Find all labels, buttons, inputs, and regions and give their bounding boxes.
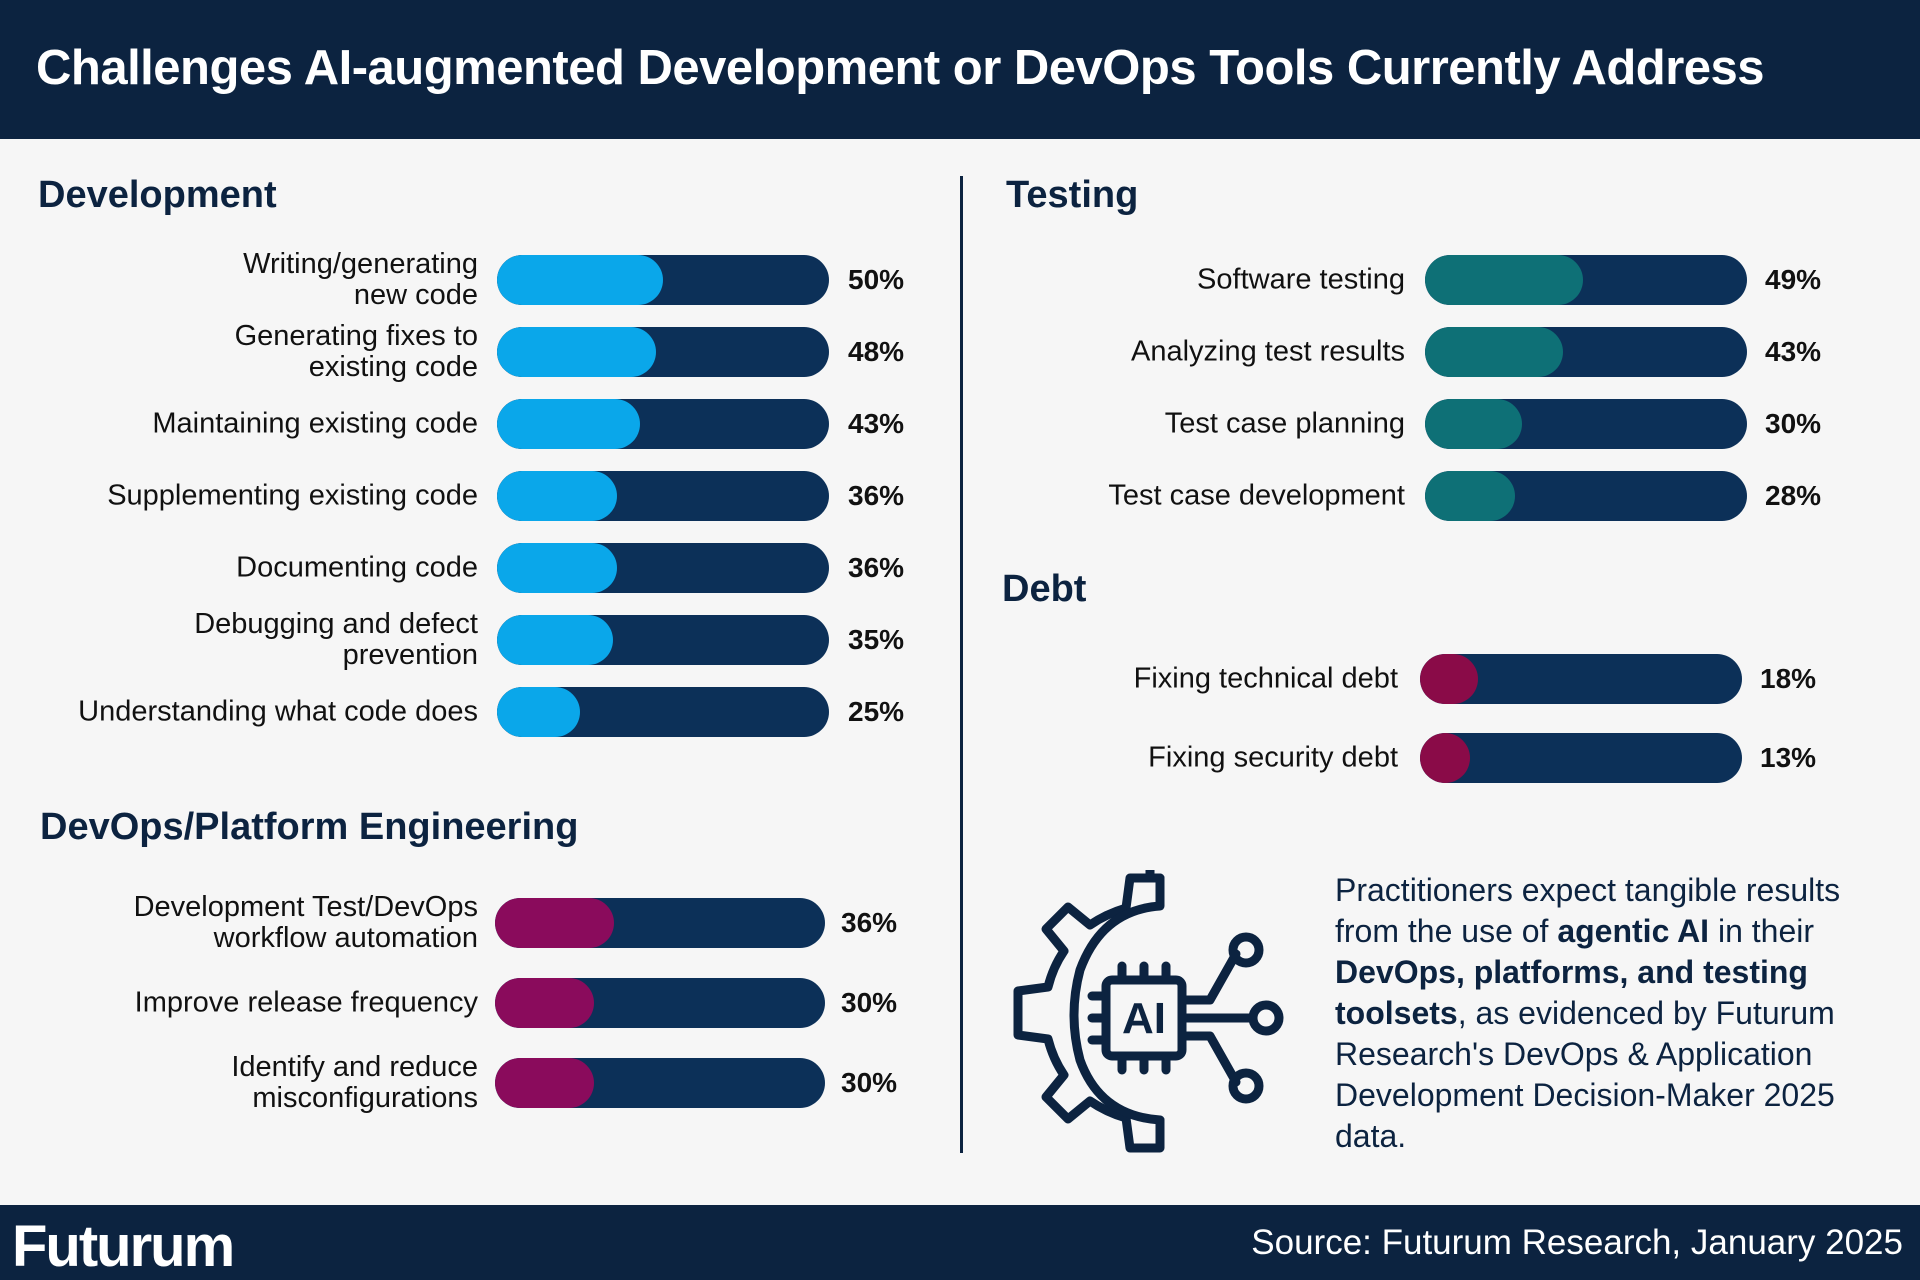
testing-bar bbox=[1425, 255, 1583, 305]
debt-category-label: Fixing security debt bbox=[1148, 741, 1398, 774]
development-category-label: Documenting code bbox=[236, 551, 478, 584]
devops-value-label: 30% bbox=[841, 1067, 898, 1098]
devops-category-label: Identify and reduce misconfigurations bbox=[231, 1051, 478, 1114]
development-bar-track bbox=[497, 399, 829, 449]
development-bar-track bbox=[497, 687, 829, 737]
column-divider bbox=[960, 176, 963, 1153]
development-bar bbox=[497, 471, 617, 521]
testing-value-label: 43% bbox=[1765, 336, 1822, 367]
development-value-label: 25% bbox=[848, 696, 905, 727]
source-note: Source: Futurum Research, January 2025 bbox=[1251, 1223, 1903, 1262]
testing-bar-track bbox=[1425, 255, 1747, 305]
development-bar-track bbox=[497, 471, 829, 521]
devops-row: Identify and reduce misconfigurations 30% bbox=[0, 1052, 1920, 1114]
section-title-testing: Testing bbox=[1006, 174, 1139, 216]
development-value-label: 36% bbox=[848, 480, 905, 511]
testing-bar-track bbox=[1425, 327, 1747, 377]
development-category-label: Generating fixes to existing code bbox=[234, 320, 478, 383]
development-value-label: 43% bbox=[848, 408, 905, 439]
testing-category-label: Test case planning bbox=[1164, 407, 1405, 440]
debt-row: Fixing technical debt 18% bbox=[0, 654, 1920, 704]
callout-part-3: , as evidenced by Futurum Research's Dev… bbox=[1335, 995, 1835, 1154]
development-bar-track bbox=[497, 327, 829, 377]
debt-bar-track bbox=[1420, 654, 1742, 704]
testing-value-label: 28% bbox=[1765, 480, 1822, 511]
development-bar bbox=[497, 327, 657, 377]
development-bar bbox=[497, 687, 580, 737]
testing-bar-track bbox=[1425, 471, 1747, 521]
testing-value-label: 30% bbox=[1765, 408, 1822, 439]
callout-part-1: Practitioners expect tangible results fr… bbox=[1335, 872, 1841, 949]
callout-part-2: in their bbox=[1709, 913, 1814, 949]
testing-row: Test case planning 30% bbox=[0, 399, 1920, 449]
devops-category-label: Development Test/DevOps workflow automati… bbox=[133, 891, 478, 954]
devops-bar-track bbox=[495, 978, 825, 1028]
development-category-label: Understanding what code does bbox=[78, 695, 478, 728]
development-value-label: 48% bbox=[848, 336, 905, 367]
development-category-label: Supplementing existing code bbox=[107, 479, 478, 512]
callout-bold-2: DevOps, platforms, and testing toolsets bbox=[1335, 954, 1808, 1031]
development-bar bbox=[497, 399, 640, 449]
futurum-logo: Futurum bbox=[12, 1214, 235, 1279]
development-bar-track bbox=[497, 255, 829, 305]
development-bar-track bbox=[497, 543, 829, 593]
devops-row: Development Test/DevOps workflow automati… bbox=[0, 892, 1920, 954]
development-value-label: 50% bbox=[848, 264, 905, 295]
development-bar bbox=[497, 615, 614, 665]
devops-row: Improve release frequency 30% bbox=[0, 978, 1920, 1028]
testing-row: Analyzing test results 43% bbox=[0, 327, 1920, 377]
page-title: Challenges AI-augmented Development or D… bbox=[36, 41, 1765, 95]
callout-bold-1: agentic AI bbox=[1557, 913, 1710, 949]
development-category-label: Writing/generating new code bbox=[243, 248, 478, 311]
devops-category-label: Improve release frequency bbox=[134, 986, 478, 1019]
ai-chip-gear-icon: AI bbox=[1013, 870, 1284, 1153]
development-value-label: 36% bbox=[848, 552, 905, 583]
devops-bar bbox=[495, 1058, 594, 1108]
devops-bar bbox=[495, 898, 614, 948]
devops-value-label: 30% bbox=[841, 987, 898, 1018]
devops-bar-track bbox=[495, 898, 825, 948]
footer-banner: Futurum Source: Futurum Research, Januar… bbox=[0, 1205, 1920, 1280]
debt-row: Fixing security debt 13% bbox=[0, 733, 1920, 783]
development-bar bbox=[497, 255, 663, 305]
testing-bar-track bbox=[1425, 399, 1747, 449]
debt-bar bbox=[1420, 733, 1470, 783]
development-row: Maintaining existing code 43% bbox=[0, 399, 1920, 449]
debt-value-label: 13% bbox=[1760, 742, 1817, 773]
debt-category-label: Fixing technical debt bbox=[1133, 662, 1398, 695]
testing-category-label: Test case development bbox=[1108, 479, 1405, 512]
devops-value-label: 36% bbox=[841, 907, 898, 938]
development-row: Generating fixes to existing code 48% bbox=[0, 321, 1920, 383]
development-bar-track bbox=[497, 615, 829, 665]
section-title-development: Development bbox=[38, 174, 277, 216]
devops-bar-track bbox=[495, 1058, 825, 1108]
ai-chip-text: AI bbox=[1122, 994, 1166, 1043]
debt-bar bbox=[1420, 654, 1478, 704]
development-category-label: Debugging and defect prevention bbox=[194, 608, 478, 671]
section-title-debt: Debt bbox=[1002, 568, 1087, 610]
callout-text: Practitioners expect tangible results fr… bbox=[1335, 870, 1875, 1157]
development-category-label: Maintaining existing code bbox=[152, 407, 478, 440]
development-value-label: 35% bbox=[848, 624, 905, 655]
testing-bar bbox=[1425, 399, 1522, 449]
development-row: Documenting code 36% bbox=[0, 543, 1920, 593]
testing-bar bbox=[1425, 327, 1564, 377]
testing-category-label: Analyzing test results bbox=[1130, 335, 1405, 368]
debt-value-label: 18% bbox=[1760, 663, 1817, 694]
debt-bar-track bbox=[1420, 733, 1742, 783]
testing-value-label: 49% bbox=[1765, 264, 1822, 295]
testing-bar bbox=[1425, 471, 1516, 521]
testing-row: Test case development 28% bbox=[0, 471, 1920, 521]
development-bar bbox=[497, 543, 617, 593]
development-row: Understanding what code does 25% bbox=[0, 687, 1920, 737]
devops-bar bbox=[495, 978, 594, 1028]
section-title-devops: DevOps/Platform Engineering bbox=[40, 806, 579, 848]
testing-row: Software testing 49% bbox=[0, 255, 1920, 305]
testing-category-label: Software testing bbox=[1197, 263, 1405, 296]
development-row: Debugging and defect prevention 35% bbox=[0, 609, 1920, 671]
development-row: Writing/generating new code 50% bbox=[0, 249, 1920, 311]
development-row: Supplementing existing code 36% bbox=[0, 471, 1920, 521]
header-banner: Challenges AI-augmented Development or D… bbox=[0, 0, 1920, 139]
